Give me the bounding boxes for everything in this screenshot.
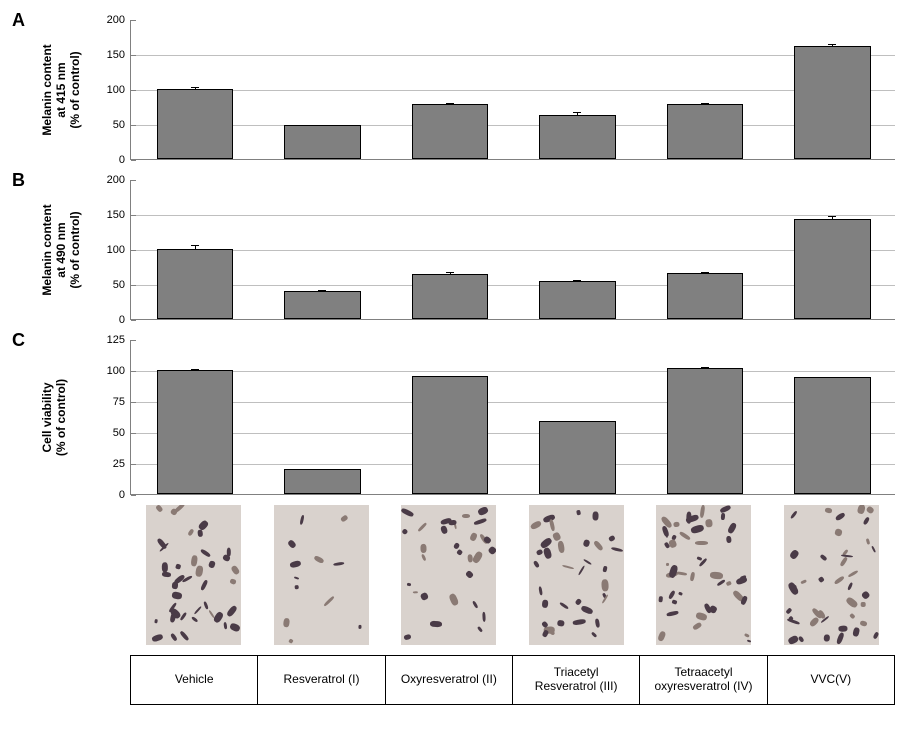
bar <box>284 469 361 494</box>
category-cell: VVC(V) <box>768 656 894 704</box>
plot-area-b: 050100150200 <box>130 180 895 320</box>
category-cell: Triacetyl Resveratrol (III) <box>513 656 640 704</box>
bar <box>539 281 616 319</box>
gridline <box>131 433 895 434</box>
micrograph-tile <box>401 505 496 645</box>
bar <box>667 368 744 494</box>
ytick-label: 150 <box>107 209 131 221</box>
ytick-label: 0 <box>119 489 131 501</box>
gridline <box>131 402 895 403</box>
plot-area-a: 050100150200 <box>130 20 895 160</box>
figure-root: A B C Melanin content at 415 nm (% of co… <box>0 0 914 731</box>
category-cell: Resveratrol (I) <box>258 656 385 704</box>
plot-area-c: 0255075100125 <box>130 340 895 495</box>
bar <box>157 89 234 159</box>
category-cell: Tetraacetyl oxyresveratrol (IV) <box>640 656 767 704</box>
category-cell: Oxyresveratrol (II) <box>386 656 513 704</box>
ytick-label: 200 <box>107 14 131 26</box>
chart-c: 0255075100125 <box>130 340 895 495</box>
micrograph-tile <box>146 505 241 645</box>
bar <box>412 274 489 319</box>
ytick-label: 100 <box>107 244 131 256</box>
bar <box>157 249 234 319</box>
bar <box>794 46 871 159</box>
ytick-label: 25 <box>113 458 131 470</box>
ytick-label: 50 <box>113 427 131 439</box>
photo-strip <box>130 505 895 645</box>
gridline <box>131 215 895 216</box>
gridline <box>131 55 895 56</box>
ytick-label: 75 <box>113 396 131 408</box>
bar <box>412 376 489 494</box>
bar <box>539 421 616 494</box>
bar <box>284 125 361 159</box>
ytick-label: 100 <box>107 84 131 96</box>
gridline <box>131 90 895 91</box>
micrograph-tile <box>656 505 751 645</box>
ylabel-b: Melanin content at 490 nm (% of control) <box>40 180 82 320</box>
ytick-label: 50 <box>113 119 131 131</box>
ytick-label: 150 <box>107 49 131 61</box>
bar <box>157 370 234 494</box>
category-cell: Vehicle <box>131 656 258 704</box>
bar <box>794 219 871 319</box>
micrograph-tile <box>274 505 369 645</box>
panel-label-b: B <box>12 170 25 191</box>
bar <box>539 115 616 159</box>
bar <box>667 273 744 319</box>
gridline <box>131 285 895 286</box>
panel-label-c: C <box>12 330 25 351</box>
panel-label-a: A <box>12 10 25 31</box>
bar <box>667 104 744 159</box>
ytick-label: 0 <box>119 314 131 326</box>
category-table: VehicleResveratrol (I)Oxyresveratrol (II… <box>130 655 895 705</box>
bar <box>794 377 871 494</box>
bar <box>412 104 489 159</box>
ylabel-a: Melanin content at 415 nm (% of control) <box>40 20 82 160</box>
chart-b: 050100150200 <box>130 180 895 320</box>
gridline <box>131 250 895 251</box>
micrograph-tile <box>784 505 879 645</box>
gridline <box>131 125 895 126</box>
bar <box>284 291 361 319</box>
micrograph-tile <box>529 505 624 645</box>
gridline <box>131 464 895 465</box>
ytick-label: 50 <box>113 279 131 291</box>
ytick-label: 100 <box>107 365 131 377</box>
gridline <box>131 371 895 372</box>
ylabel-c: Cell viability (% of control) <box>40 340 68 495</box>
ytick-label: 200 <box>107 174 131 186</box>
ytick-label: 0 <box>119 154 131 166</box>
chart-a: 050100150200 <box>130 20 895 160</box>
ytick-label: 125 <box>107 334 131 346</box>
